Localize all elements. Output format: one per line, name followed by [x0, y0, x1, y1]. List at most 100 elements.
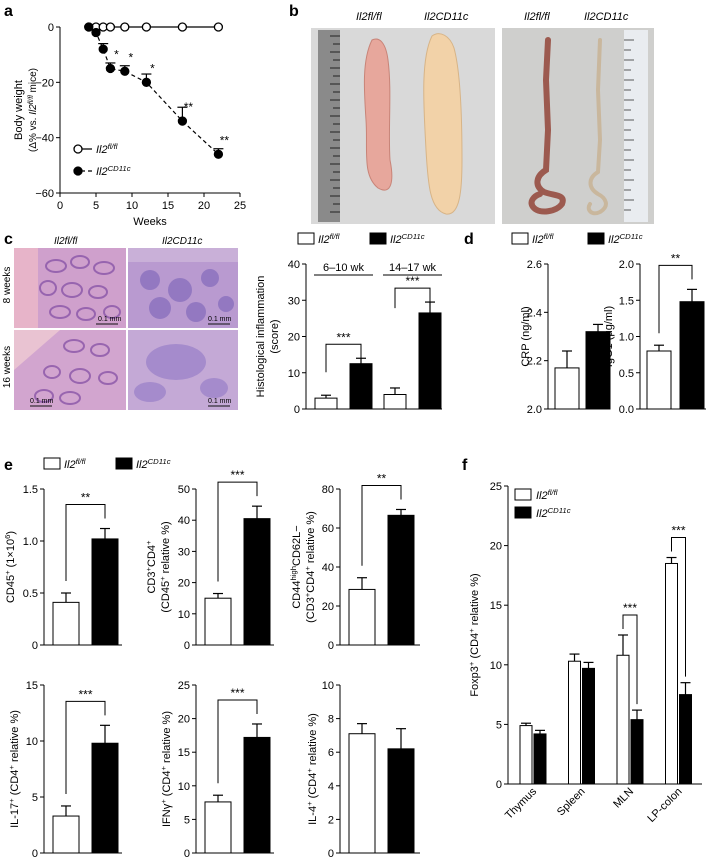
- chart-e6-y-tick-label-4: 8: [328, 714, 334, 726]
- chart-e6-y-label-line1-part-2: (CD4: [307, 773, 319, 802]
- chart-a-point-0-3: [105, 22, 116, 32]
- chart-a-x-tick-label-4: 20: [198, 200, 210, 212]
- chart-a-point-1-0: [84, 22, 94, 32]
- photo-1-label-ko: Il2CD11c: [424, 11, 469, 23]
- chart-e5-y-label-line1: IFNγ+ (CD4+ relative %): [159, 711, 174, 827]
- chart-a-annotation-2: *: [150, 61, 155, 75]
- photo-2-label-ko: Il2CD11c: [584, 11, 629, 23]
- ruler-2: [624, 30, 648, 222]
- chart-e5-sig-label: ***: [230, 686, 244, 700]
- chart-d2-y-tick-label-2: 1.0: [619, 332, 634, 344]
- chart-e4-bar-0: [52, 815, 80, 854]
- chart-d1-y-label-line1: CRP (ng/ml): [520, 306, 532, 366]
- panel-letter-c: c: [4, 231, 13, 248]
- chart-e4-bar-1: [91, 742, 119, 854]
- chart-c-sig-1: [394, 287, 431, 309]
- chart-d1-y-tick-label-2: 2.4: [527, 307, 542, 319]
- chart-e4-sig-label: ***: [78, 687, 92, 701]
- chart-d1-legend-label-0: Il2fl/fl: [532, 232, 554, 247]
- chart-e3-y-tick-label-2: 40: [322, 562, 334, 574]
- chart-a-annotation-4: **: [220, 133, 230, 147]
- chart-d1-legend-swatch-1: [587, 232, 605, 245]
- chart-f-bar-0-1: [568, 660, 581, 785]
- chart-a-point-1-7: [213, 149, 224, 159]
- chart-f-y-label-part-0: Foxp3: [469, 666, 481, 697]
- chart-e4-y-label-line1: IL-17+ (CD4+ relative %): [7, 710, 22, 828]
- chart-d2-y-label-line1-part-0: IgG1 (μg/ml): [603, 306, 615, 367]
- chart-c-legend-label-1-part-1: CD11c: [402, 232, 425, 241]
- chart-e1-y-label-line1-part-2: (1×10: [5, 539, 17, 571]
- chart-e6-bar-1: [387, 748, 415, 854]
- chart-e3-y-label-line2: (CD3+CD4+ relative %): [303, 511, 318, 623]
- chart-f-sig-2: [622, 614, 638, 705]
- chart-a-point-1-4: [120, 66, 130, 76]
- chart-e2-y-label-line1-part-3: +: [144, 540, 153, 545]
- chart-e1-legend-label-1: Il2CD11c: [136, 457, 171, 472]
- chart-f-legend-label-1-part-1: CD11c: [548, 506, 571, 515]
- chart-e1-y-tick-label-2: 1.0: [23, 536, 38, 548]
- chart-e1-legend-swatch-0: [43, 457, 61, 470]
- chart-d1-y-tick-label-0: 2.0: [527, 404, 542, 416]
- chart-c-y-tick-label-3: 30: [288, 295, 300, 307]
- panel-letter-d: d: [464, 231, 474, 248]
- chart-a-legend-marker-1: [73, 166, 83, 176]
- histo-image-8w-ko: 0.1 mm: [128, 248, 238, 328]
- chart-e2-bar-1: [243, 518, 271, 646]
- chart-e1-legend-swatch-1: [115, 457, 133, 470]
- panel-letter-a: a: [4, 3, 13, 20]
- chart-e4-sig: [65, 700, 106, 794]
- chart-e1-y-tick-label-3: 1.5: [23, 484, 38, 496]
- chart-f-y-tick-label-3: 15: [490, 600, 502, 612]
- histo-scale-label-2: 0.1 mm: [208, 316, 232, 323]
- chart-d2-y-tick-label-3: 1.5: [619, 295, 634, 307]
- chart-e2-y-tick-label-5: 50: [178, 484, 190, 496]
- chart-d2-bar-1: [679, 301, 705, 410]
- chart-a-x-tick-label-2: 10: [126, 200, 138, 212]
- chart-f-y-tick-label-1: 5: [496, 719, 502, 731]
- panel-b-photos: Il2fl/fl Il2CD11c Il2fl/fl Il2CD11c: [311, 11, 654, 224]
- chart-a-x-tick-label-1: 5: [93, 200, 99, 212]
- chart-a-point-1-2: [98, 44, 108, 54]
- chart-a-legend-label-1: Il2CD11c: [96, 164, 131, 179]
- chart-e3-sig-label: **: [377, 471, 387, 485]
- chart-d1-legend-label-0-part-0: Il2: [532, 234, 544, 246]
- chart-e4-y-label-line1-part-0: IL-17: [9, 803, 21, 828]
- chart-e1-bar-1: [91, 538, 119, 646]
- chart-f-bar-1-0: [533, 733, 547, 785]
- chart-c-y-label-line2: (score): [269, 319, 281, 353]
- histo-image-16w-control: 0.1 mm: [14, 330, 126, 410]
- chart-f-x-tick-label-3: LP-colon: [645, 786, 684, 825]
- chart-e2-bar-0: [204, 597, 232, 646]
- chart-e3-sig: [361, 484, 402, 566]
- photo-1-label-control: Il2fl/fl: [356, 11, 382, 23]
- chart-a-y-label-line2-part-2: fl/fl: [28, 95, 35, 104]
- chart-f-y-label-part-2: (CD4: [469, 633, 481, 662]
- chart-c-legend-label-1-part-0: Il2: [390, 234, 402, 246]
- chart-f-y-tick-label-2: 10: [490, 660, 502, 672]
- chart-a-annotation-3: **: [184, 100, 194, 114]
- chart-c-legend-label-0-part-1: fl/fl: [330, 232, 340, 241]
- chart-c-y-tick-label-4: 40: [288, 259, 300, 271]
- chart-e3-y-label-line1-part-0: CD44: [291, 581, 303, 609]
- colon-specimen-control: [363, 38, 393, 191]
- chart-e4-y-label-line1-part-2: (CD4: [9, 770, 21, 799]
- chart-c: 0 10 20 30 40 Histological inflammation (score…: [255, 232, 442, 416]
- chart-d1-legend-label-1: Il2CD11c: [608, 232, 643, 247]
- chart-e2-sig: [217, 481, 258, 582]
- chart-e6-y-tick-label-0: 0: [328, 848, 334, 858]
- chart-e4-y-label-line1-part-3: +: [7, 765, 16, 770]
- chart-f-legend-label-1: Il2CD11c: [536, 506, 571, 521]
- histo-scale-label-3: 0.1 mm: [30, 398, 54, 405]
- chart-a-legend-label-1-part-0: Il2: [96, 166, 108, 178]
- chart-e3-y-label-line2-part-1: +: [303, 592, 312, 597]
- histo-image-8w-control: 0.1 mm: [14, 248, 126, 328]
- chart-e3-bar-0: [348, 588, 376, 646]
- histo-scale-label-1: 0.1 mm: [98, 316, 122, 323]
- chart-f-sig-label-2: ***: [623, 601, 637, 615]
- chart-e1-legend-label-1-part-0: Il2: [136, 459, 148, 471]
- chart-e4-y-tick-label-2: 10: [26, 736, 38, 748]
